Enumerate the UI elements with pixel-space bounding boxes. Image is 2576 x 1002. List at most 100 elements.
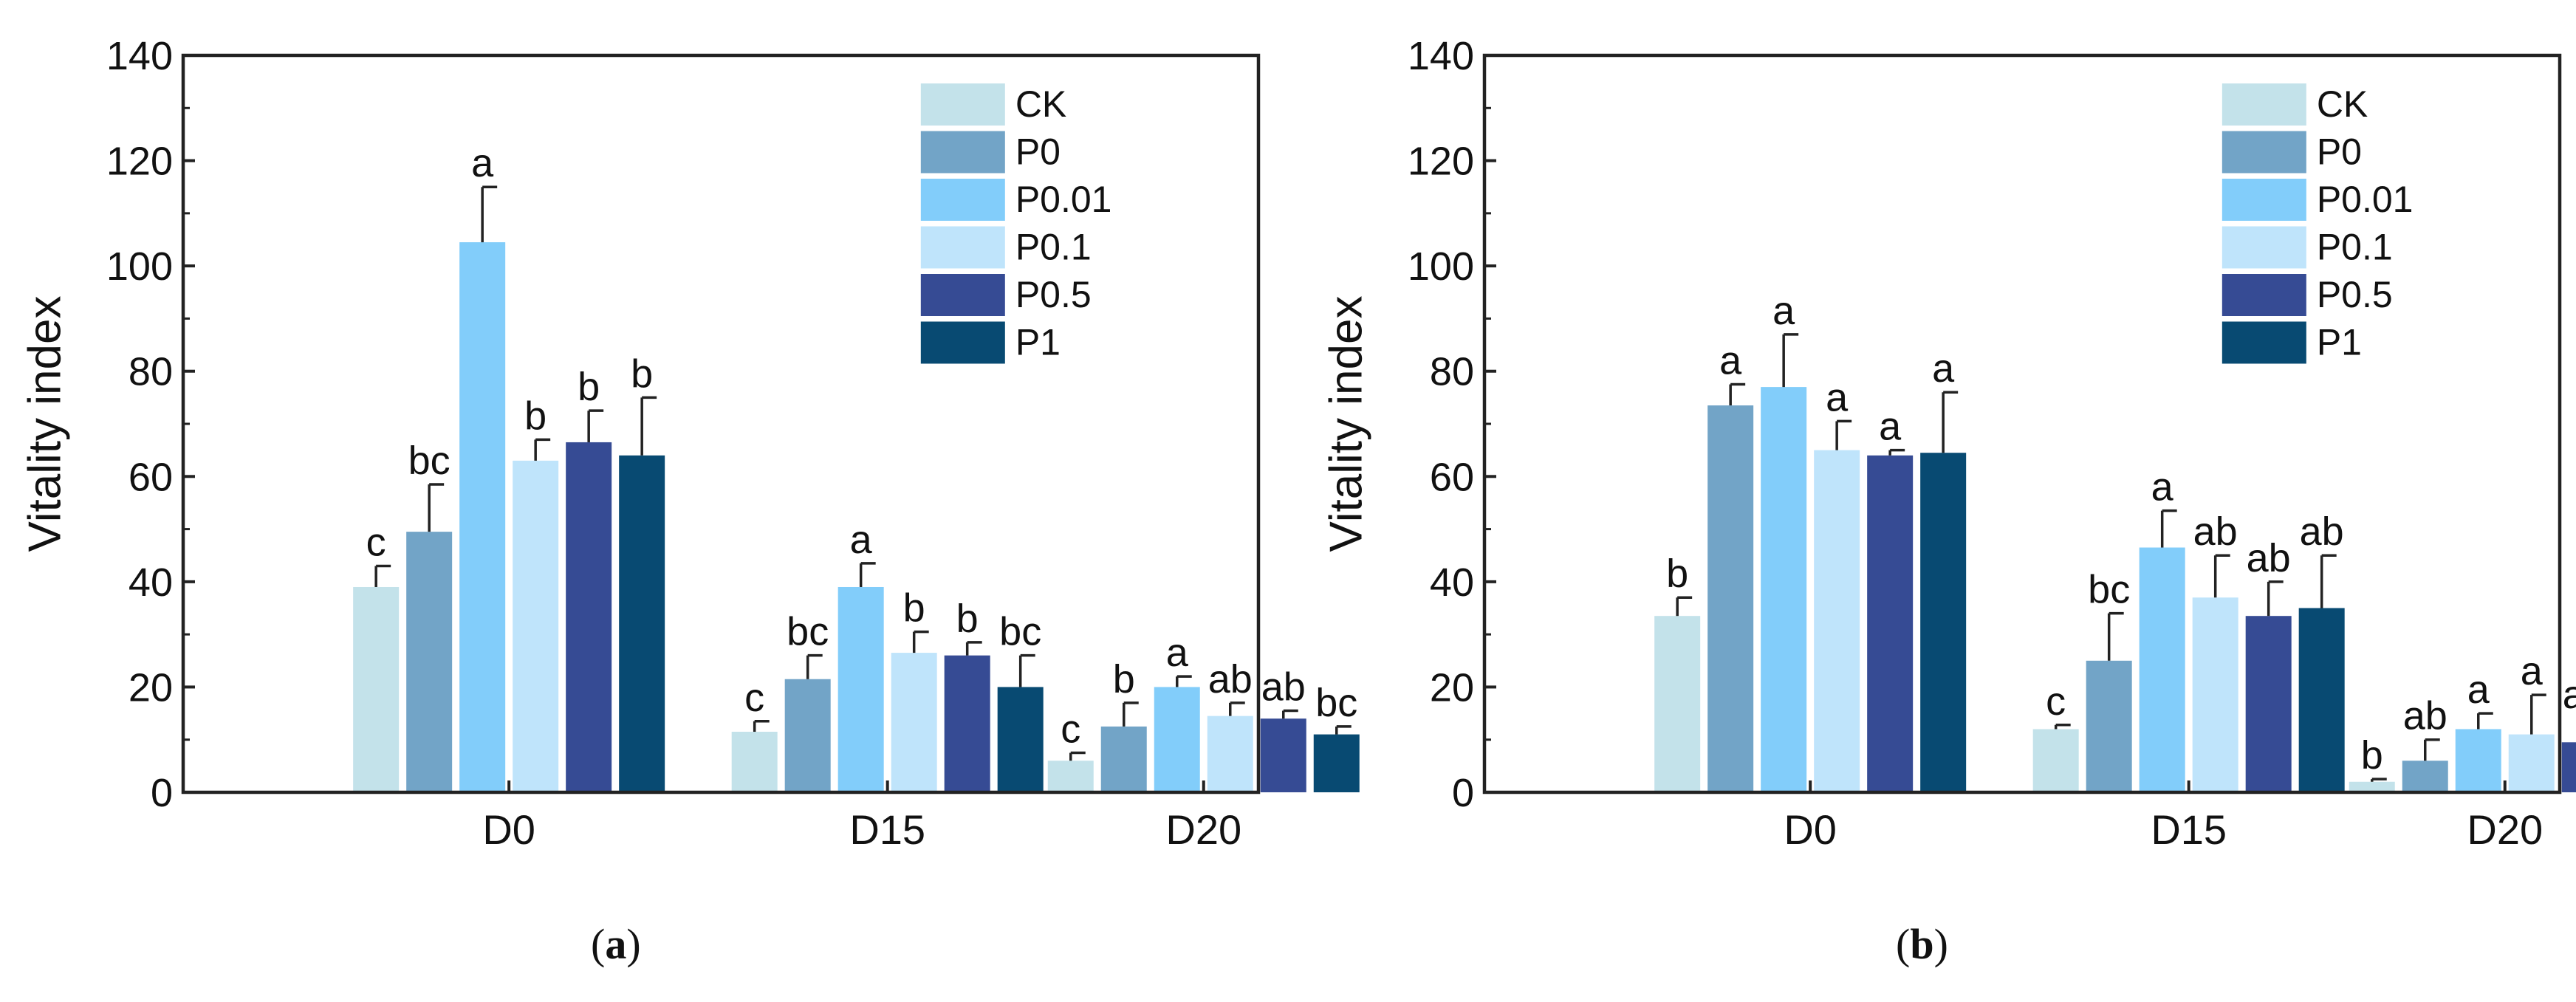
x-tick-label: D15	[2151, 806, 2227, 853]
significance-letter: bc	[408, 439, 451, 483]
significance-letter: ab	[2300, 509, 2344, 554]
legend-swatch	[2222, 131, 2306, 174]
bar-P0-D15	[2086, 660, 2132, 792]
significance-letter: a	[2467, 668, 2490, 712]
significance-letter: bc	[999, 610, 1041, 654]
y-tick-label: 80	[129, 350, 173, 394]
bar-P0-D0	[1707, 405, 1754, 792]
y-tick-label: 140	[1408, 34, 1474, 78]
legend-label: P1	[1015, 322, 1061, 363]
plot-frame	[181, 53, 1261, 795]
legend-label: P0	[2317, 131, 2362, 173]
bar-P0_01-D15	[837, 586, 884, 792]
legend-swatch	[2222, 83, 2306, 126]
significance-letter: ab	[1208, 657, 1253, 701]
bar-P0_1-D15	[2192, 597, 2238, 792]
bar-P0-D20	[2402, 761, 2448, 792]
bar-P1-D0	[619, 455, 665, 792]
caption-a: (a)	[591, 920, 641, 968]
bar-P1-D0	[1920, 453, 1967, 792]
bar-P0_5-D15	[2245, 616, 2292, 792]
y-tick-label: 60	[129, 455, 173, 499]
y-tick-label: 100	[106, 244, 173, 289]
bar-P0_01-D0	[1761, 387, 1807, 792]
plot-frame	[1482, 53, 2562, 795]
y-tick-label: 60	[1430, 455, 1474, 499]
significance-letter: b	[578, 365, 600, 409]
y-tick-label: 100	[1408, 244, 1474, 289]
caption-letter: a	[605, 920, 627, 968]
bar-P0-D15	[784, 679, 831, 792]
bar-P0_5-D0	[1867, 455, 1914, 792]
bar-P0_5-D20	[2561, 742, 2576, 792]
y-tick-label: 20	[129, 665, 173, 710]
y-tick-label: 120	[106, 140, 173, 184]
y-tick-label: 20	[1430, 665, 1474, 710]
y-tick-label: 80	[1430, 350, 1474, 394]
significance-letter: b	[524, 394, 547, 438]
legend-label: P1	[2317, 322, 2362, 363]
significance-letter: a	[1879, 405, 1902, 449]
significance-letter: c	[2046, 679, 2066, 724]
bar-P1-D20	[1313, 734, 1360, 792]
bar-P1-D15	[997, 687, 1044, 792]
significance-letter: ab	[2193, 509, 2238, 554]
x-tick-label: D0	[1784, 806, 1837, 853]
significance-letter: a	[1826, 375, 1849, 419]
significance-letter: bc	[2088, 568, 2130, 612]
bar-P0_5-D0	[566, 442, 612, 792]
y-tick-label: 0	[1452, 771, 1474, 815]
x-tick-label: D20	[2467, 806, 2543, 853]
significance-letter: b	[956, 597, 979, 641]
significance-letter: ab	[2247, 536, 2291, 580]
significance-letter: c	[744, 676, 764, 720]
bar-CK-D15	[731, 732, 778, 792]
significance-letter: b	[1113, 657, 1135, 701]
significance-letter: ab	[2563, 673, 2576, 717]
significance-letter: b	[903, 586, 925, 631]
legend-swatch	[2222, 226, 2306, 269]
y-tick-label: 140	[106, 34, 173, 78]
legend-swatch	[920, 131, 1005, 174]
significance-letter: a	[1719, 339, 1742, 383]
caption-b: (b)	[1896, 920, 1948, 968]
x-tick-label: D15	[849, 806, 925, 853]
bar-CK-D0	[353, 586, 400, 792]
bar-CK-D20	[2349, 781, 2395, 792]
significance-letter: a	[1772, 289, 1795, 333]
bar-P0_1-D15	[891, 653, 937, 792]
bar-CK-D15	[2032, 729, 2079, 792]
y-axis-label: Vitality index	[1321, 296, 1372, 552]
y-tick-label: 40	[129, 560, 173, 605]
caption-letter: b	[1910, 920, 1934, 968]
significance-letter: ab	[1261, 665, 1306, 710]
legend-label: P0.1	[2317, 227, 2393, 268]
x-tick-label: D0	[482, 806, 535, 853]
bar-P0_1-D0	[1814, 450, 1860, 792]
legend-label: CK	[1015, 83, 1066, 125]
bar-P0_01-D0	[459, 242, 506, 792]
bar-P1-D15	[2298, 608, 2345, 792]
significance-letter: a	[2521, 649, 2544, 693]
y-tick-label: 40	[1430, 560, 1474, 605]
significance-letter: bc	[1315, 681, 1357, 725]
bar-P0_5-D20	[1260, 718, 1306, 792]
significance-letter: c	[366, 520, 386, 564]
legend-swatch	[2222, 321, 2306, 364]
bar-P0_1-D20	[1207, 716, 1253, 792]
legend-swatch	[920, 83, 1005, 126]
bar-P0_01-D20	[1154, 687, 1200, 792]
x-tick-label: D20	[1165, 806, 1241, 853]
significance-letter: a	[1166, 631, 1189, 675]
legend-label: CK	[2317, 83, 2368, 125]
y-axis-label: Vitality index	[20, 296, 71, 552]
legend-label: P0.5	[1015, 274, 1092, 315]
bar-P0_1-D20	[2508, 734, 2555, 792]
legend-swatch	[2222, 274, 2306, 316]
bar-P0_01-D15	[2139, 547, 2185, 792]
legend-label: P0.1	[1015, 227, 1092, 268]
significance-letter: a	[1932, 346, 1955, 391]
